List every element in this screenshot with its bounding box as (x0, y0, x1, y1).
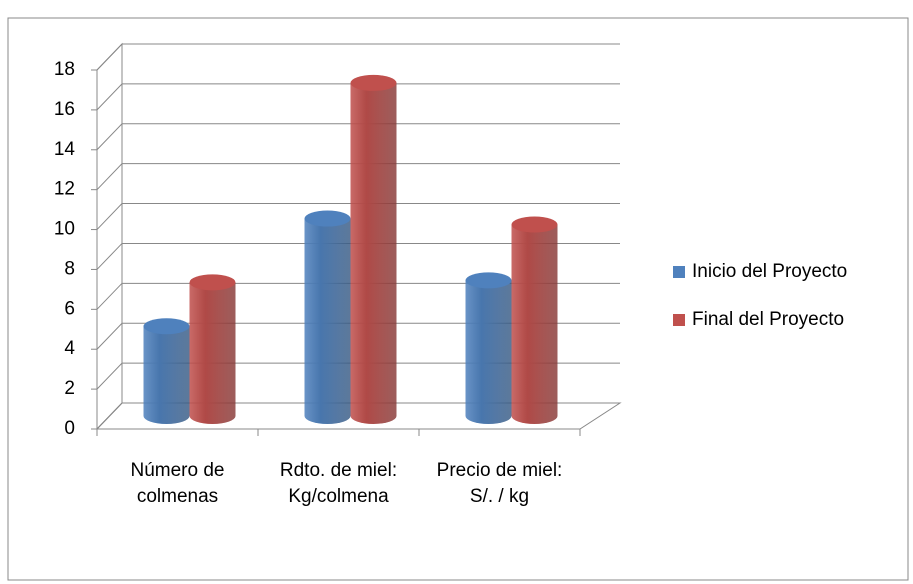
grid-line (96, 402, 620, 430)
y-tick-label: 4 (64, 338, 75, 359)
chart-border (7, 17, 909, 581)
grid-line (96, 203, 620, 230)
legend-label: Inicio del Proyecto (692, 261, 847, 282)
bar (189, 274, 236, 424)
y-tick-label: 8 (64, 258, 75, 279)
bar (350, 74, 397, 424)
y-tick-label: 6 (64, 298, 75, 319)
grid-line (96, 83, 620, 111)
y-tick-label: 10 (54, 219, 75, 240)
grid-line (96, 242, 620, 270)
legend-swatch (673, 314, 685, 326)
grid-line (96, 43, 620, 71)
y-tick-label: 12 (54, 179, 75, 200)
x-tick-label: Rdto. de miel: Kg/colmena (279, 460, 398, 507)
x-tick-label: Precio de miel: S/. / kg (436, 460, 563, 507)
legend-swatch (673, 266, 685, 278)
grid-line (96, 123, 620, 151)
bar (304, 210, 351, 424)
grid-line (96, 322, 620, 350)
y-tick-label: 2 (64, 378, 75, 399)
y-tick-label: 14 (54, 139, 76, 160)
grid-line (96, 362, 620, 390)
grid-line (96, 282, 620, 310)
y-tick-label: 18 (54, 59, 75, 80)
y-tick-label: 0 (64, 418, 75, 439)
grid-line (96, 163, 620, 191)
x-tick-label: Número de colmenas (130, 460, 225, 507)
bar (511, 216, 558, 424)
bar (465, 272, 512, 424)
y-tick-label: 16 (54, 99, 75, 120)
legend-label: Final del Proyecto (692, 309, 844, 330)
bar (143, 318, 190, 424)
